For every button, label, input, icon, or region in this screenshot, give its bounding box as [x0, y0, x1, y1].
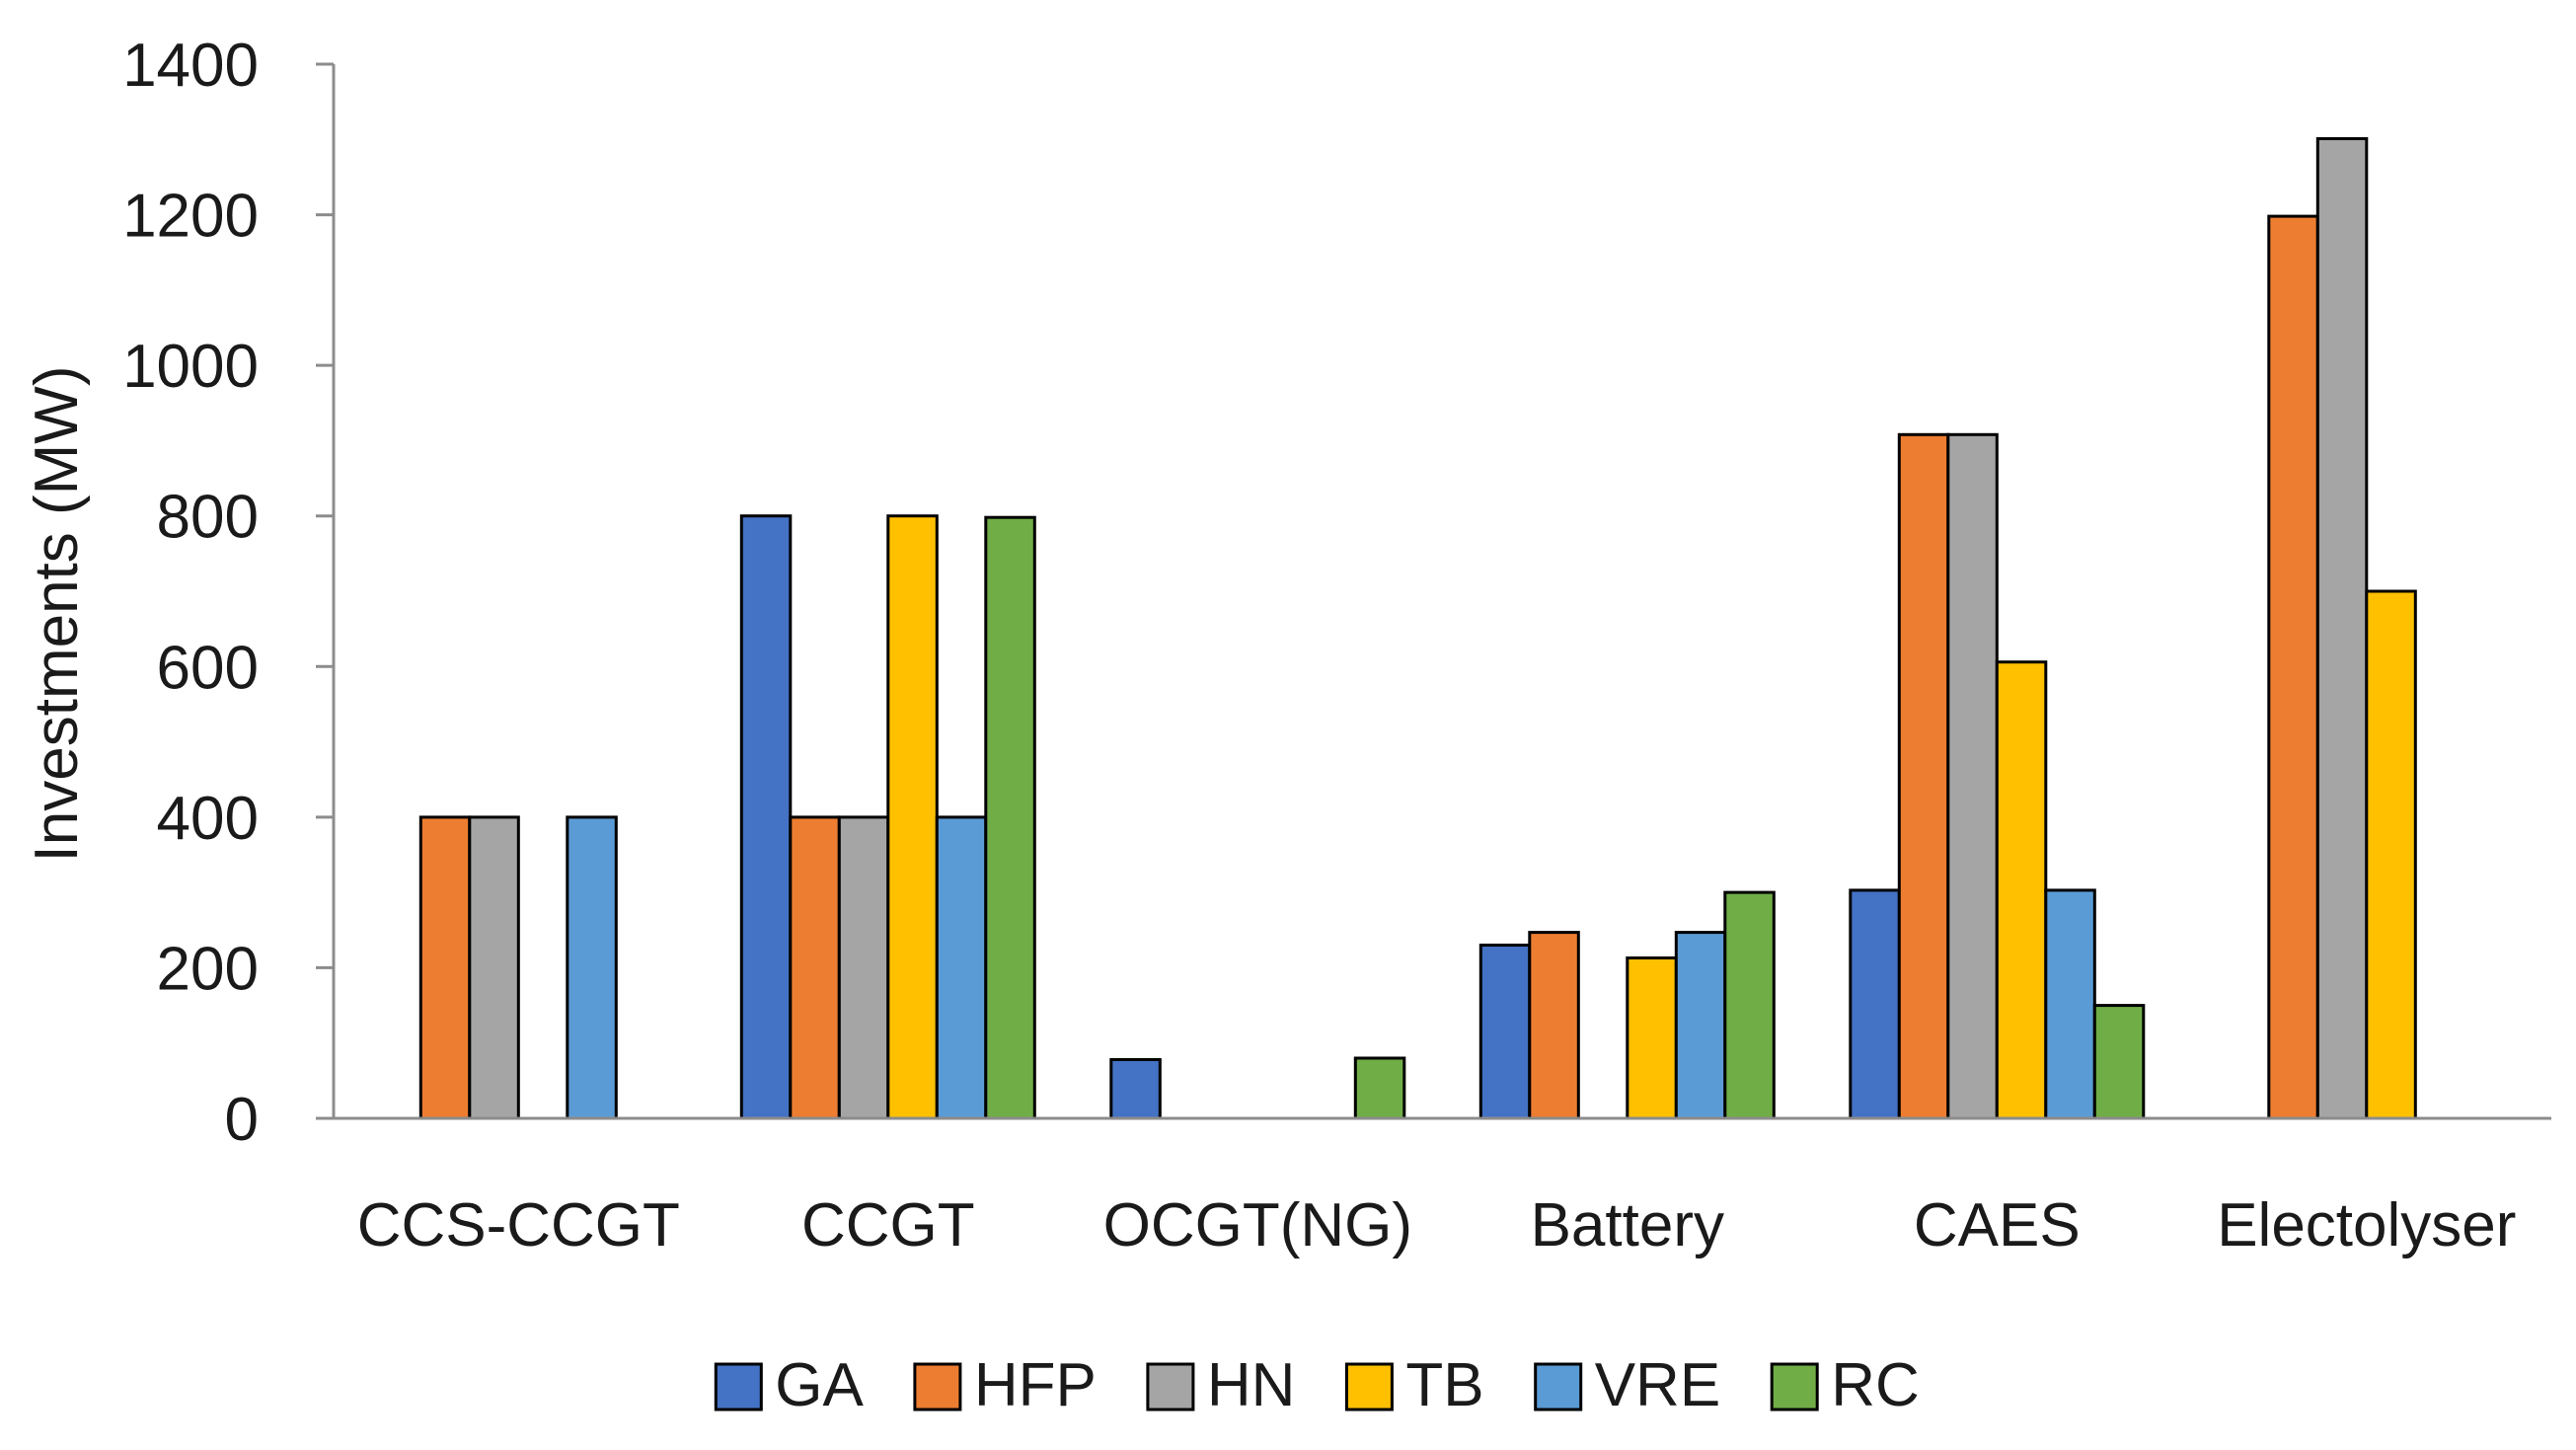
bar-hfp-battery	[1528, 931, 1580, 1120]
bar-tb-electolyser	[2365, 589, 2417, 1120]
bar-hfp-ccs-ccgt	[418, 815, 472, 1120]
y-tick-label: 1200	[122, 183, 259, 251]
legend: GA HFP HN TB VRE RC	[714, 1351, 1920, 1419]
axes-layer	[316, 62, 2551, 1120]
category-labels: CCS-CCGT CCGT OCGT(NG) Battery CAES Electolys…	[357, 1191, 2517, 1259]
bar-ga-caes	[1849, 888, 1901, 1120]
legend-label: HN	[1207, 1351, 1296, 1419]
bar-rc-caes	[2092, 1004, 2146, 1120]
x-category-label: CCS-CCGT	[357, 1191, 680, 1259]
legend-swatch-tb	[1344, 1362, 1394, 1412]
bar-ga-ocgt-ng	[1109, 1058, 1162, 1120]
y-tick-label: 0	[225, 1086, 259, 1154]
y-tick-label: 1000	[122, 333, 259, 401]
bar-tb-ccgt	[886, 514, 939, 1120]
bar-ga-battery	[1478, 944, 1532, 1120]
bar-hfp-electolyser	[2267, 214, 2319, 1120]
bar-hfp-ccgt	[789, 815, 841, 1120]
legend-swatch-hfp	[913, 1362, 962, 1412]
bar-hn-ccgt	[837, 815, 890, 1120]
bar-ga-ccgt	[739, 514, 793, 1120]
y-tick-label: 800	[157, 484, 259, 552]
legend-swatch-ga	[714, 1362, 763, 1412]
bar-hn-electolyser	[2315, 137, 2369, 1120]
legend-swatch-rc	[1770, 1362, 1819, 1412]
x-category-label: Electolyser	[2217, 1191, 2516, 1259]
legend-label: RC	[1831, 1351, 1920, 1419]
x-category-label: CAES	[1914, 1191, 2081, 1259]
bar-hfp-caes	[1897, 432, 1950, 1120]
legend-label: GA	[775, 1351, 864, 1419]
bar-rc-ocgt-ng	[1353, 1056, 1406, 1120]
legend-label: TB	[1405, 1351, 1483, 1419]
bar-vre-ccgt	[935, 815, 988, 1120]
bar-vre-battery	[1674, 931, 1727, 1120]
bar-vre-caes	[2044, 888, 2096, 1120]
y-tick-label: 200	[157, 935, 259, 1003]
bar-hn-ccs-ccgt	[468, 815, 520, 1120]
legend-swatch-hn	[1146, 1362, 1195, 1412]
x-category-label: CCGT	[801, 1191, 975, 1259]
bar-vre-ccs-ccgt	[566, 815, 618, 1120]
legend-label: HFP	[974, 1351, 1097, 1419]
legend-label: VRE	[1595, 1351, 1720, 1419]
y-tick-label: 600	[157, 634, 259, 702]
bars-layer	[418, 137, 2417, 1120]
y-tick-label: 400	[157, 785, 259, 853]
y-tick-label: 1400	[122, 32, 259, 100]
bar-rc-battery	[1723, 890, 1776, 1120]
bar-rc-ccgt	[984, 515, 1036, 1120]
y-axis-title: Investments (MW)	[23, 366, 91, 863]
x-category-label: Battery	[1531, 1191, 1724, 1259]
bar-tb-caes	[1995, 660, 2048, 1120]
x-category-label: OCGT(NG)	[1103, 1191, 1412, 1259]
bar-hn-caes	[1946, 432, 1999, 1120]
y-tick-labels: 0 200 400 600 800 1000 1200 1400	[122, 32, 259, 1154]
bar-tb-battery	[1626, 956, 1678, 1120]
legend-swatch-vre	[1534, 1362, 1583, 1412]
